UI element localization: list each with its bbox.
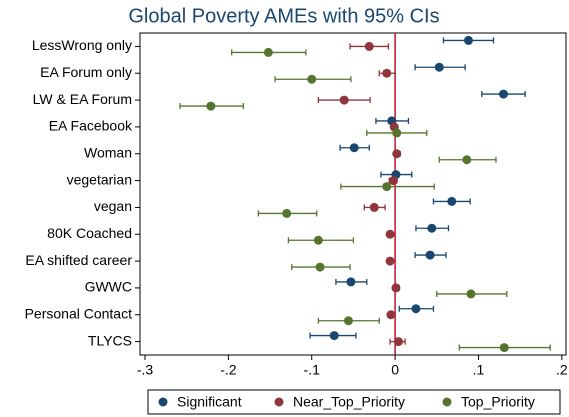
point xyxy=(463,35,473,45)
x-tick-label: 0 xyxy=(391,362,399,378)
point xyxy=(385,229,395,239)
point xyxy=(349,143,359,153)
y-tick-label: GWWC xyxy=(85,279,132,295)
point xyxy=(462,155,472,165)
point xyxy=(466,289,476,299)
y-tick-label: vegetarian xyxy=(67,171,132,187)
point xyxy=(447,196,457,206)
x-tick-label: -.1 xyxy=(304,362,321,378)
point xyxy=(391,283,401,293)
point xyxy=(206,101,216,111)
x-tick-label: -.3 xyxy=(137,362,154,378)
point xyxy=(393,337,403,347)
point xyxy=(425,250,435,260)
point xyxy=(364,41,374,51)
point xyxy=(382,182,392,192)
y-tick-label: EA Forum only xyxy=(40,64,132,80)
legend-marker xyxy=(274,397,284,407)
point xyxy=(307,74,317,84)
y-tick-label: EA Facebook xyxy=(49,118,133,134)
point xyxy=(313,235,323,245)
legend-marker xyxy=(442,397,452,407)
y-tick-label: LessWrong only xyxy=(32,37,132,53)
legend-marker xyxy=(158,397,168,407)
legend-label: Near_Top_Priority xyxy=(293,394,405,410)
y-tick-label: vegan xyxy=(94,198,132,214)
y-tick-label: LW & EA Forum xyxy=(33,91,132,107)
point xyxy=(385,256,395,266)
point xyxy=(282,208,292,218)
point xyxy=(339,95,349,105)
point xyxy=(263,47,273,57)
legend-label: Top_Priority xyxy=(461,394,535,410)
y-tick-label: Personal Contact xyxy=(25,305,133,321)
chart-title: Global Poverty AMEs with 95% CIs xyxy=(128,5,439,27)
y-tick-label: EA shifted career xyxy=(25,252,132,268)
plot-frame xyxy=(139,32,567,356)
point xyxy=(346,277,356,287)
point xyxy=(382,68,392,78)
point xyxy=(499,343,509,353)
x-tick-label: -.2 xyxy=(220,362,237,378)
point xyxy=(388,176,398,186)
point xyxy=(329,331,339,341)
y-tick-label: 80K Coached xyxy=(47,225,132,241)
point xyxy=(392,128,402,138)
y-tick-label: Woman xyxy=(84,144,132,160)
y-tick-label: TLYCS xyxy=(88,332,132,348)
legend-box xyxy=(147,389,561,415)
x-tick-label: .1 xyxy=(473,362,485,378)
point xyxy=(315,262,325,272)
point xyxy=(386,310,396,320)
point xyxy=(369,202,379,212)
x-tick-label: .2 xyxy=(556,362,568,378)
point xyxy=(411,304,421,314)
point xyxy=(427,223,437,233)
point xyxy=(343,316,353,326)
point xyxy=(434,62,444,72)
point xyxy=(498,89,508,99)
legend-label: Significant xyxy=(177,394,242,410)
point xyxy=(392,149,402,159)
